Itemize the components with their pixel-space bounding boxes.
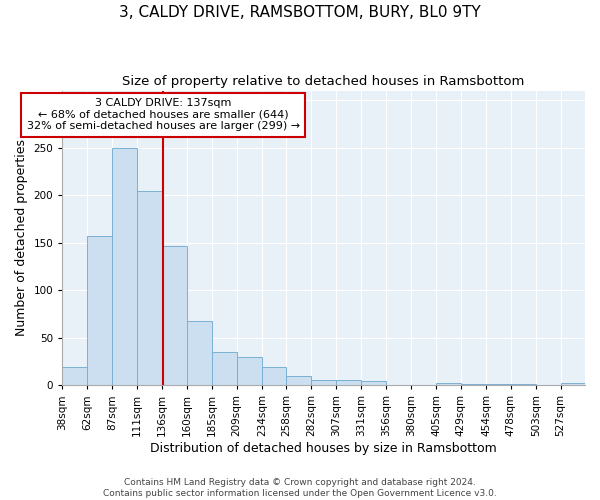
Bar	[436, 384, 461, 386]
X-axis label: Distribution of detached houses by size in Ramsbottom: Distribution of detached houses by size …	[150, 442, 497, 455]
Title: Size of property relative to detached houses in Ramsbottom: Size of property relative to detached ho…	[122, 75, 525, 88]
Bar	[187, 320, 212, 386]
Text: Contains HM Land Registry data © Crown copyright and database right 2024.
Contai: Contains HM Land Registry data © Crown c…	[103, 478, 497, 498]
Bar	[511, 384, 536, 386]
Bar	[337, 380, 361, 386]
Bar	[560, 384, 585, 386]
Y-axis label: Number of detached properties: Number of detached properties	[15, 140, 28, 336]
Bar	[212, 352, 236, 386]
Bar	[486, 384, 511, 386]
Bar	[311, 380, 337, 386]
Bar	[361, 382, 386, 386]
Bar	[461, 384, 486, 386]
Text: 3, CALDY DRIVE, RAMSBOTTOM, BURY, BL0 9TY: 3, CALDY DRIVE, RAMSBOTTOM, BURY, BL0 9T…	[119, 5, 481, 20]
Bar	[62, 367, 87, 386]
Bar	[162, 246, 187, 386]
Text: 3 CALDY DRIVE: 137sqm
← 68% of detached houses are smaller (644)
32% of semi-det: 3 CALDY DRIVE: 137sqm ← 68% of detached …	[26, 98, 300, 132]
Bar	[87, 236, 112, 386]
Bar	[137, 192, 162, 386]
Bar	[286, 376, 311, 386]
Bar	[112, 148, 137, 386]
Bar	[236, 357, 262, 386]
Bar	[262, 367, 286, 386]
